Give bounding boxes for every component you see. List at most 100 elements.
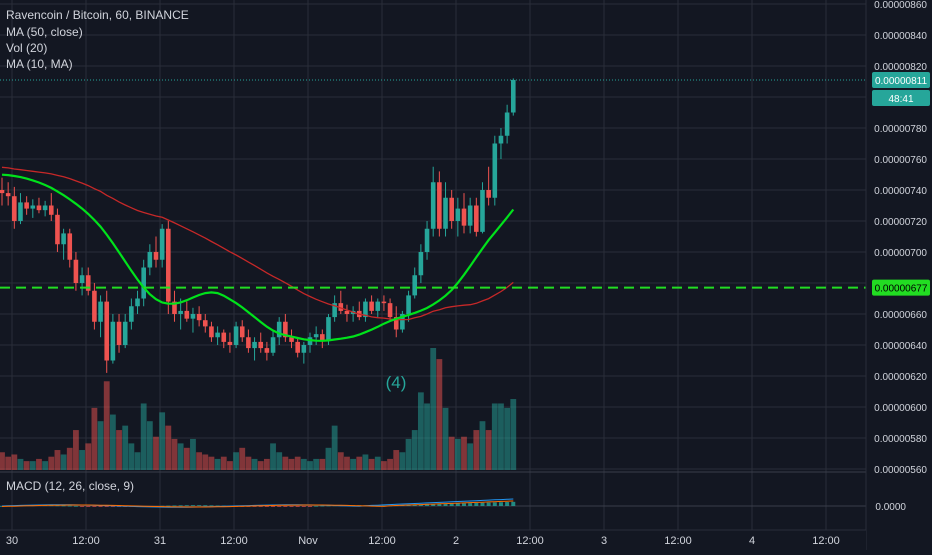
candle-body[interactable] — [301, 345, 307, 353]
candle-body[interactable] — [129, 306, 134, 322]
candlesticks[interactable] — [0, 78, 516, 373]
candle-body[interactable] — [141, 267, 146, 299]
candle-body[interactable] — [289, 337, 294, 342]
candle-body[interactable] — [190, 314, 196, 319]
candle-body[interactable] — [147, 252, 153, 268]
candle-body[interactable] — [178, 310, 183, 314]
candle-body[interactable] — [42, 205, 48, 211]
candle-body[interactable] — [73, 259, 79, 283]
candle-body[interactable] — [92, 290, 97, 322]
candle-body[interactable] — [270, 337, 276, 353]
candle-body[interactable] — [258, 341, 264, 349]
candle-body[interactable] — [264, 348, 270, 353]
candle-body[interactable] — [406, 295, 411, 314]
candle-body[interactable] — [159, 228, 165, 260]
candle-body[interactable] — [283, 321, 288, 338]
chart-title[interactable]: Ravencoin / Bitcoin, 60, BINANCE — [6, 8, 189, 22]
candle-body[interactable] — [24, 202, 29, 209]
candle-body[interactable] — [449, 197, 454, 221]
candle-body[interactable] — [18, 202, 23, 221]
indicator-ma10[interactable]: MA (10, MA) — [6, 57, 73, 71]
macd-histogram-bar — [215, 505, 220, 507]
candle-body[interactable] — [172, 301, 177, 314]
candle-body[interactable] — [55, 214, 60, 245]
candle-body[interactable] — [184, 310, 190, 319]
candle-body[interactable] — [418, 252, 424, 276]
candle-body[interactable] — [320, 334, 325, 341]
macd-label[interactable]: MACD (12, 26, close, 9) — [6, 479, 135, 493]
candle-body[interactable] — [430, 182, 436, 229]
indicator-vol[interactable]: Vol (20) — [6, 41, 48, 55]
candle-body[interactable] — [233, 326, 239, 345]
hline-price-badge[interactable] — [872, 279, 930, 296]
candle-body[interactable] — [498, 135, 504, 144]
candle-body[interactable] — [443, 197, 448, 229]
time-tick-label: 12:00 — [664, 535, 692, 547]
candle-body[interactable] — [437, 182, 442, 229]
candle-body[interactable] — [5, 193, 11, 197]
indicator-ma50[interactable]: MA (50, close) — [6, 25, 83, 39]
candle-body[interactable] — [166, 228, 171, 302]
candle-body[interactable] — [276, 321, 282, 338]
volume-bar — [331, 425, 338, 470]
candle-body[interactable] — [467, 205, 473, 226]
candle-body[interactable] — [504, 112, 510, 136]
candle-body[interactable] — [135, 298, 140, 307]
candle-body[interactable] — [36, 205, 42, 211]
candle-body[interactable] — [215, 332, 220, 338]
candle-body[interactable] — [98, 301, 103, 322]
candle-body[interactable] — [110, 321, 116, 361]
candle-body[interactable] — [227, 341, 233, 345]
candle-body[interactable] — [393, 317, 399, 330]
candle-body[interactable] — [153, 252, 159, 260]
candle-body[interactable] — [486, 190, 491, 198]
candle-body[interactable] — [332, 303, 337, 318]
candle-body[interactable] — [474, 205, 479, 232]
candle-body[interactable] — [12, 196, 17, 221]
candle-body[interactable] — [0, 190, 5, 194]
candle-body[interactable] — [363, 301, 368, 318]
candle-body[interactable] — [104, 301, 110, 361]
candle-body[interactable] — [246, 337, 251, 349]
candle-body[interactable] — [196, 314, 202, 321]
candle-body[interactable] — [85, 275, 91, 291]
candle-body[interactable] — [492, 143, 498, 198]
volume-bar — [257, 461, 264, 470]
candle-body[interactable] — [30, 205, 36, 209]
candle-body[interactable] — [387, 303, 393, 318]
candle-body[interactable] — [116, 321, 122, 345]
candle-body[interactable] — [344, 310, 350, 314]
candle-body[interactable] — [252, 341, 257, 349]
candle-body[interactable] — [326, 317, 331, 341]
candle-body[interactable] — [295, 341, 300, 353]
candle-body[interactable] — [400, 314, 405, 330]
candle-body[interactable] — [67, 233, 73, 260]
candle-body[interactable] — [202, 320, 208, 327]
candle-body[interactable] — [381, 301, 387, 304]
candle-body[interactable] — [375, 301, 381, 311]
candle-body[interactable] — [122, 321, 128, 345]
volume-bar — [405, 438, 412, 470]
candle-body[interactable] — [480, 190, 485, 232]
candle-body[interactable] — [313, 334, 319, 338]
volume-bar — [5, 456, 12, 470]
candle-body[interactable] — [461, 208, 467, 226]
candle-body[interactable] — [61, 233, 66, 245]
candle-body[interactable] — [412, 275, 418, 296]
candle-body[interactable] — [221, 332, 227, 342]
macd-pane[interactable] — [0, 471, 932, 508]
candle-body[interactable] — [510, 79, 516, 113]
candle-body[interactable] — [79, 275, 85, 283]
volume-bar — [387, 458, 393, 470]
candle-body[interactable] — [455, 208, 461, 221]
candle-body[interactable] — [424, 228, 430, 252]
wave-annotation[interactable]: (4) — [386, 373, 407, 392]
candle-body[interactable] — [369, 301, 374, 311]
candle-body[interactable] — [209, 326, 214, 338]
candle-body[interactable] — [338, 303, 344, 311]
last-price-badge[interactable] — [872, 71, 930, 88]
candle-body[interactable] — [239, 326, 245, 338]
candle-body[interactable] — [48, 205, 54, 215]
